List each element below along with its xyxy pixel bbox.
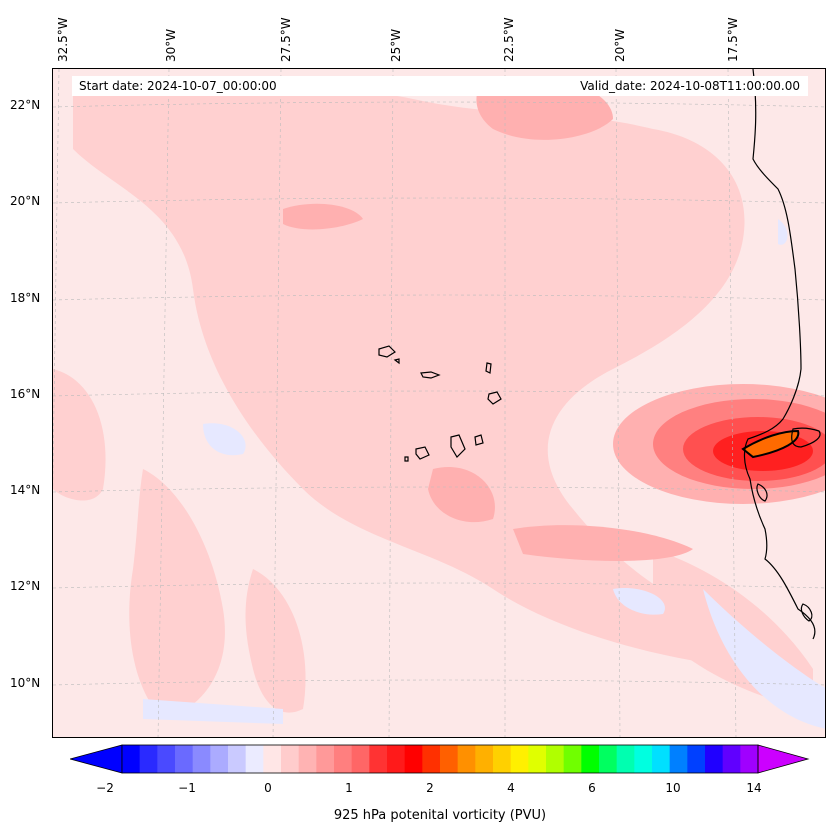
valid-date-label: Valid_date: 2024-10-08T11:00:00.00 [580,79,800,93]
lat-label-10n: 10°N [10,676,41,690]
colorbar-segment [652,745,671,773]
cape-verde-islands [378,345,502,462]
colorbar-segment [475,745,494,773]
colorbar-segment [687,745,706,773]
colorbar-tick: 1 [345,781,353,795]
colorbar-segment [281,745,300,773]
colorbar-tick: 2 [426,781,434,795]
lat-label-12n: 12°N [10,579,41,593]
lat-label-18n: 18°N [10,291,41,305]
colorbar-segment [599,745,618,773]
colorbar-frame [121,744,759,774]
colorbar-segment [616,745,635,773]
colorbar-segment [157,745,176,773]
colorbar-segment [422,745,441,773]
colorbar [70,744,810,774]
colorbar-tick: 6 [588,781,596,795]
graticule [53,69,825,737]
map-field [53,69,825,737]
colorbar-segment [669,745,688,773]
lon-label-22-5w: 22.5°W [502,17,516,62]
colorbar-segment [139,745,158,773]
colorbar-segment [705,745,724,773]
colorbar-segment [634,745,653,773]
colorbar-segment [369,745,388,773]
colorbar-tick: 10 [665,781,681,795]
date-info-box: Start date: 2024-10-07_00:00:00 Valid_da… [72,76,808,96]
colorbar-segment [722,745,741,773]
colorbar-segment [581,745,600,773]
colorbar-over-extend [757,744,810,774]
colorbar-segment [298,745,317,773]
colorbar-segment [546,745,565,773]
pv-negative-areas [143,219,825,729]
colorbar-segment [493,745,512,773]
colorbar-segment [457,745,476,773]
lon-label-27-5w: 27.5°W [279,17,293,62]
colorbar-segment [334,745,353,773]
colorbar-tick: 0 [264,781,272,795]
lat-label-16n: 16°N [10,387,41,401]
lon-label-25w: 25°W [389,28,403,62]
lat-label-22n: 22°N [10,98,41,112]
colorbar-segment [210,745,229,773]
colorbar-segment [122,745,141,773]
colorbar-segment [263,745,282,773]
colorbar-segment [192,745,211,773]
colorbar-segment [740,745,759,773]
colorbar-tick: −2 [96,781,114,795]
pv-storm-feature [613,384,825,504]
colorbar-segment [404,745,423,773]
map-panel [52,68,826,738]
colorbar-segment [563,745,582,773]
colorbar-under-extend [70,744,123,774]
colorbar-tick: 14 [746,781,762,795]
colorbar-segment [316,745,335,773]
start-date-label: Start date: 2024-10-07_00:00:00 [79,79,277,93]
lon-label-17-5w: 17.5°W [726,17,740,62]
lon-label-32-5w: 32.5°W [56,17,70,62]
colorbar-segment [175,745,194,773]
lat-label-14n: 14°N [10,483,41,497]
colorbar-segment [245,745,264,773]
colorbar-segment [510,745,529,773]
colorbar-segment [528,745,547,773]
lon-label-30w: 30°W [164,28,178,62]
lat-label-20n: 20°N [10,194,41,208]
colorbar-segment [351,745,370,773]
colorbar-tick: −1 [178,781,196,795]
colorbar-segment [440,745,459,773]
colorbar-segment [387,745,406,773]
colorbar-title: 925 hPa potenital vorticity (PVU) [333,808,547,823]
lon-label-20w: 20°W [613,28,627,62]
africa-coastline [743,69,821,640]
colorbar-segment [228,745,247,773]
colorbar-tick: 4 [507,781,515,795]
